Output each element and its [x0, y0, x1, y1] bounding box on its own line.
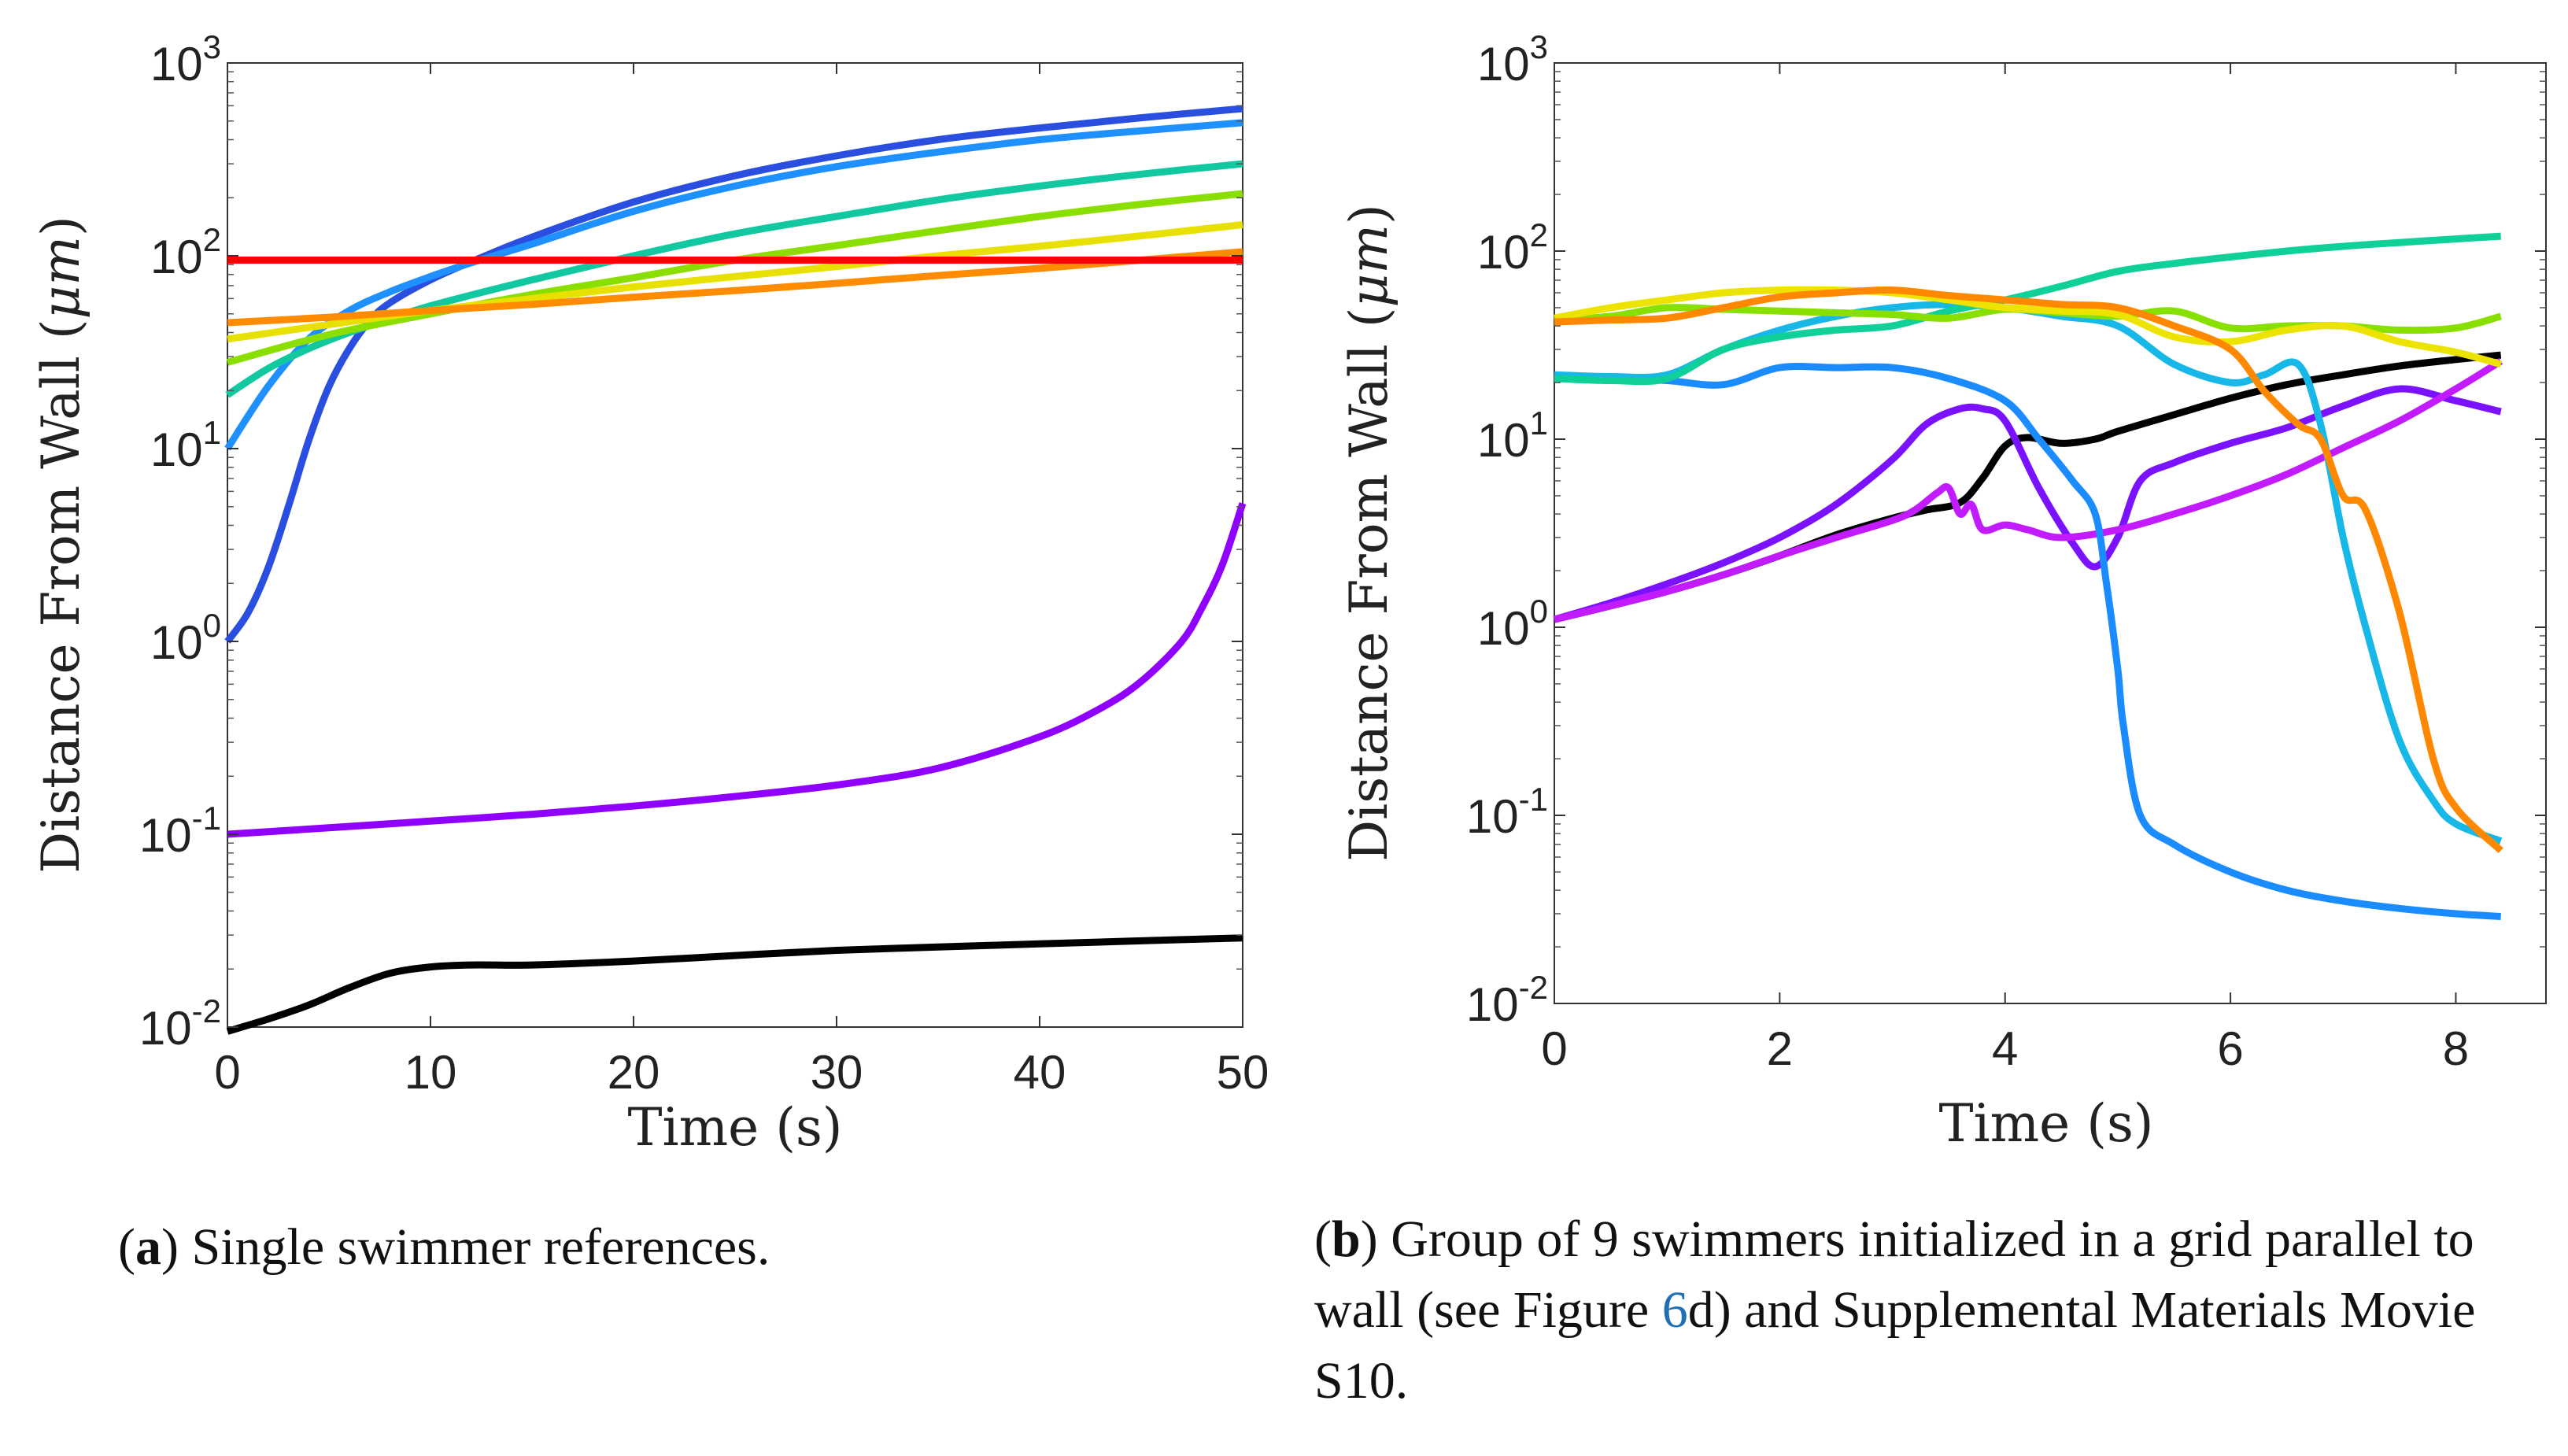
- panel-b-chart: 0 2 4 6 8 10-2 10-1 100 101 102 103 Time (s) Dista…: [1339, 28, 2547, 1154]
- panel-a-chart: 0 10 20 30 40 50 10-2 10-1 100 101 102 103 Time (s)…: [31, 28, 1269, 1158]
- panel-b-ytick-label: 101: [1477, 405, 1548, 467]
- panel-b-ytick-label: 10-1: [1466, 781, 1548, 843]
- panel-a-series-teal: [225, 160, 1243, 398]
- caption-b-text-before: Group of 9 swimmers initialized in a gri…: [1314, 1210, 2474, 1339]
- panel-b-series-yellow: [1554, 286, 2502, 368]
- caption-a: (a) Single swimmer references.: [118, 1218, 770, 1276]
- panel-b-xlabel: Time (s): [1938, 1093, 2153, 1154]
- panel-b-xtick-label: 4: [1992, 1022, 2018, 1075]
- panel-b-series-blue: [1554, 363, 2501, 920]
- panel-a-xlabel: Time (s): [627, 1097, 842, 1158]
- panel-a-xtick-label: 20: [608, 1046, 660, 1099]
- panel-a-ylabel-suffix: ): [31, 216, 91, 236]
- panel-a-ylabel-unit: μm: [31, 236, 91, 319]
- panel-b-ytick-label: 100: [1477, 593, 1548, 655]
- panel-a-ytick-label: 100: [150, 607, 221, 669]
- panel-b-series-green-teal: [1554, 232, 2501, 386]
- panel-a-xtick-label: 50: [1217, 1046, 1269, 1099]
- panel-b-ylabel-prefix: Distance From Wall (: [1339, 307, 1399, 861]
- panel-b-ytick-label: 103: [1477, 28, 1548, 91]
- panel-a-ylabel: Distance From Wall (μm): [31, 216, 91, 874]
- panel-b-xtick-label: 6: [2217, 1022, 2243, 1075]
- panel-b-xtick-label: 0: [1541, 1022, 1567, 1075]
- caption-b-label: b: [1331, 1210, 1361, 1268]
- panel-b-xtick-label: 2: [1767, 1022, 1793, 1075]
- panel-a-xtick-label: 30: [811, 1046, 863, 1099]
- panel-a-xtick-label: 0: [214, 1046, 240, 1099]
- panel-b-ytick-label: 10-2: [1466, 969, 1548, 1031]
- panel-a-xtick-label: 10: [405, 1046, 457, 1099]
- panel-b-series-magenta-violet: [1553, 357, 2503, 623]
- panel-a-series-orange: [227, 248, 1243, 327]
- panel-b-ylabel: Distance From Wall (μm): [1339, 204, 1399, 862]
- panel-b-xtick-label: 8: [2443, 1022, 2469, 1075]
- caption-b-text-after: d) and Supplemental Materials Movie S10.: [1314, 1281, 2476, 1410]
- panel-a-xtick-label: 40: [1014, 1046, 1066, 1099]
- panel-b-series-sky-blue: [1554, 301, 2503, 844]
- panel-a-ytick-label: 101: [150, 414, 221, 476]
- panel-a-series-violet: [227, 502, 1247, 838]
- panel-a-ytick-label: 102: [150, 221, 221, 283]
- panel-a-series-black: [226, 934, 1243, 1035]
- caption-b-figure-ref[interactable]: 6: [1661, 1281, 1688, 1339]
- panel-b-series-orange: [1554, 286, 2503, 854]
- panel-b-ylabel-unit: μm: [1339, 224, 1399, 307]
- caption-a-label: a: [135, 1218, 161, 1276]
- panel-a-ytick-label: 103: [150, 28, 221, 91]
- caption-a-text: Single swimmer references.: [191, 1218, 770, 1276]
- panel-a-axes-box: [227, 62, 1243, 1028]
- caption-b: (b) Group of 9 swimmers initialized in a…: [1314, 1210, 2476, 1410]
- panel-a-ytick-label: 10-1: [139, 800, 221, 862]
- panel-b-ylabel-suffix: ): [1339, 204, 1399, 224]
- panel-a-ytick-label: 10-2: [139, 992, 221, 1055]
- panel-b-ytick-label: 102: [1477, 216, 1548, 279]
- panel-a-ylabel-prefix: Distance From Wall (: [31, 319, 91, 873]
